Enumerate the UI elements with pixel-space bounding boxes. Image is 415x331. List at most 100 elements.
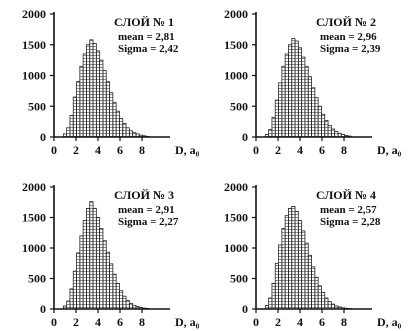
histogram-bar — [294, 40, 299, 138]
histogram-bar — [99, 59, 104, 138]
histogram-bar — [99, 228, 104, 310]
y-tick-label: 500 — [28, 99, 46, 113]
histogram-bar — [307, 254, 312, 310]
histogram-bar — [284, 53, 289, 138]
histogram-bar — [274, 262, 279, 310]
histogram-bar — [294, 210, 299, 310]
histogram-bar — [112, 273, 117, 310]
histogram-bar — [119, 118, 124, 138]
histogram-bar — [301, 56, 306, 138]
x-tick-label: 8 — [139, 143, 145, 157]
y-tick-label: 0 — [40, 302, 46, 316]
histogram-bar — [105, 251, 110, 310]
histogram-bar — [76, 252, 81, 310]
histogram-bar — [66, 127, 71, 138]
histogram-bar — [122, 123, 127, 138]
histogram-bar — [321, 113, 326, 138]
histogram-bar — [92, 43, 97, 138]
x-tick-label: 4 — [95, 315, 101, 329]
sigma-annotation: Sigma = 2,27 — [118, 216, 179, 228]
histogram-bar — [128, 130, 134, 138]
y-tick-label: 0 — [40, 130, 46, 144]
histogram-bar — [314, 97, 319, 138]
histogram-bar — [324, 119, 329, 138]
histogram-panel-2: 0 500 1000 1500 2000 0 2 4 6 8 D, a₀ СЛОЙ № 2 mean =… — [224, 7, 402, 157]
x-axis-label: D, a₀ — [175, 315, 200, 329]
x-tick-label: 6 — [117, 315, 123, 329]
histogram-bar — [304, 65, 309, 138]
histogram-bar — [297, 47, 303, 138]
y-tick-label: 500 — [28, 272, 46, 286]
y-tick-label: 1500 — [22, 211, 46, 225]
histogram-bar — [314, 276, 319, 310]
histogram-bar — [311, 266, 316, 310]
x-axis-label: D, a₀ — [377, 143, 402, 157]
y-tick-label: 2000 — [22, 7, 46, 21]
histogram-bar — [72, 270, 77, 310]
histogram-bar — [69, 115, 74, 138]
mean-annotation: mean = 2,96 — [320, 31, 377, 43]
histogram-bar — [66, 300, 71, 310]
histogram-bar — [278, 82, 283, 138]
histogram-bar — [122, 295, 127, 310]
y-tick-label: 1000 — [224, 241, 248, 255]
histogram-bar — [271, 282, 276, 310]
x-tick-label: 4 — [297, 315, 303, 329]
histogram-bar — [307, 76, 312, 138]
y-tick-label: 1500 — [224, 211, 248, 225]
y-tick-label: 2000 — [224, 180, 248, 194]
histogram-panel-1: 0 500 1000 1500 2000 0 2 4 6 8 D, a₀ СЛОЙ № 1 mean =… — [22, 7, 200, 157]
x-tick-label: 0 — [51, 143, 57, 157]
x-tick-label: 6 — [319, 143, 325, 157]
x-tick-label: 8 — [341, 315, 347, 329]
histogram-bar — [79, 65, 84, 138]
x-tick-label: 8 — [139, 315, 145, 329]
histogram-bar — [317, 105, 322, 138]
y-tick-label: 1500 — [22, 38, 46, 52]
histogram-bar — [321, 292, 326, 310]
x-tick-label: 2 — [73, 315, 79, 329]
histogram-bar — [304, 242, 309, 310]
histogram-bar — [281, 65, 286, 138]
y-tick-label: 1000 — [22, 69, 46, 83]
x-tick-label: 2 — [73, 143, 79, 157]
histogram-bar — [274, 99, 279, 138]
histogram-bar — [105, 81, 110, 138]
y-tick-label: 0 — [242, 302, 248, 316]
mean-annotation: mean = 2,91 — [118, 204, 175, 216]
x-tick-label: 6 — [117, 143, 123, 157]
histogram-bar — [82, 53, 87, 138]
histogram-bar — [297, 220, 303, 310]
y-tick-label: 500 — [230, 99, 248, 113]
histogram-bar — [327, 301, 332, 310]
y-tick-label: 0 — [242, 130, 248, 144]
histogram-bar — [125, 127, 130, 138]
histogram-bar — [92, 207, 97, 310]
histogram-bar — [119, 290, 124, 310]
y-tick-label: 2000 — [224, 7, 248, 21]
histogram-bar — [288, 207, 293, 310]
histogram-bar — [317, 285, 322, 310]
histogram-bar — [102, 70, 107, 138]
x-tick-label: 6 — [319, 315, 325, 329]
histogram-bar — [288, 44, 293, 138]
histogram-bar — [109, 92, 114, 138]
histogram-bar — [69, 288, 74, 310]
histogram-bar — [82, 220, 87, 310]
panel-title: СЛОЙ № 3 — [114, 188, 174, 202]
histogram-bar — [128, 303, 134, 310]
histogram-bar — [268, 297, 273, 310]
sigma-annotation: Sigma = 2,28 — [320, 216, 381, 228]
histogram-bar — [125, 300, 130, 310]
histogram-bar — [115, 282, 120, 310]
histogram-bar — [268, 129, 273, 138]
panel-title: СЛОЙ № 1 — [114, 15, 174, 29]
histogram-bar — [284, 215, 289, 310]
histogram-bar — [330, 128, 336, 138]
x-tick-label: 4 — [297, 143, 303, 157]
histogram-bar — [89, 39, 94, 138]
x-tick-label: 0 — [51, 315, 57, 329]
y-tick-label: 500 — [230, 272, 248, 286]
histogram-bar — [301, 230, 306, 310]
histogram-bar — [311, 87, 316, 138]
